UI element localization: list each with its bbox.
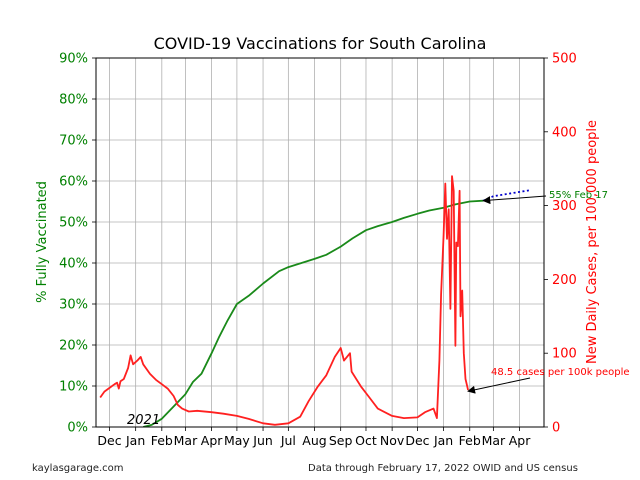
left-tick-label: 70% — [59, 134, 88, 149]
vaccinated-line — [142, 199, 484, 427]
x-tick-label: Mar — [174, 433, 198, 448]
x-tick-label: Aug — [302, 433, 326, 448]
right-axis: 0 100 200 300 400 500 — [544, 52, 577, 436]
right-tick-label: 500 — [552, 52, 577, 67]
right-tick-label: 100 — [552, 347, 577, 362]
x-tick-label: Feb — [459, 433, 481, 448]
series-layer — [99, 175, 532, 427]
left-tick-label: 40% — [59, 257, 88, 272]
x-tick-label: Jun — [252, 433, 273, 448]
annotation-arrow — [482, 195, 547, 205]
plot-frame — [95, 57, 545, 428]
x-tick-label: Jan — [125, 433, 145, 448]
footer-data-note: Data through February 17, 2022 OWID and … — [308, 463, 578, 474]
annotation-arrow — [467, 377, 531, 394]
annotations: 55% Feb 17 48.5 cases per 100k people — [467, 190, 630, 394]
x-axis: Dec Jan Feb Mar Apr May Jun Jul Aug Sep Oct Nov Dec J… — [97, 427, 531, 448]
left-tick-label: 20% — [59, 339, 88, 354]
left-tick-label: 10% — [59, 380, 88, 395]
x-tick-label: Oct — [355, 433, 377, 448]
chart-title: COVID-19 Vaccinations for South Carolina — [154, 34, 487, 53]
annotation-label: 48.5 cases per 100k people — [491, 367, 630, 378]
left-axis-label: % Fully Vaccinated — [35, 181, 50, 303]
left-tick-label: 30% — [59, 298, 88, 313]
x-tick-label: Nov — [380, 433, 405, 448]
left-tick-label: 0% — [67, 421, 88, 436]
x-tick-label: Apr — [509, 433, 531, 448]
left-axis: 0% 10% 20% 30% 40% 50% 60% 70% 80% 90% — [59, 52, 96, 436]
right-tick-label: 200 — [552, 273, 577, 288]
year-label: 2021 — [127, 413, 160, 428]
x-tick-label: Apr — [201, 433, 223, 448]
annotation-label: 55% Feb 17 — [549, 190, 608, 201]
left-tick-label: 90% — [59, 52, 88, 67]
footer-source-site: kaylasgarage.com — [32, 463, 124, 474]
right-axis-label: New Daily Cases, per 100,000 people — [585, 120, 600, 364]
daily-cases-line — [99, 175, 469, 426]
x-tick-label: Feb — [151, 433, 173, 448]
right-tick-label: 400 — [552, 125, 577, 140]
x-tick-label: Jul — [280, 433, 296, 448]
right-tick-label: 300 — [552, 199, 577, 214]
left-tick-label: 80% — [59, 93, 88, 108]
grid — [96, 57, 544, 428]
right-tick-label: 0 — [552, 421, 560, 436]
left-tick-label: 60% — [59, 175, 88, 190]
x-tick-label: Dec — [405, 433, 429, 448]
x-tick-label: Sep — [329, 433, 353, 448]
left-tick-label: 50% — [59, 216, 88, 231]
x-tick-label: May — [224, 433, 250, 448]
x-tick-label: Dec — [97, 433, 121, 448]
vaccinated-projection-line — [482, 189, 532, 202]
x-tick-label: Jan — [433, 433, 453, 448]
x-tick-label: Mar — [482, 433, 506, 448]
